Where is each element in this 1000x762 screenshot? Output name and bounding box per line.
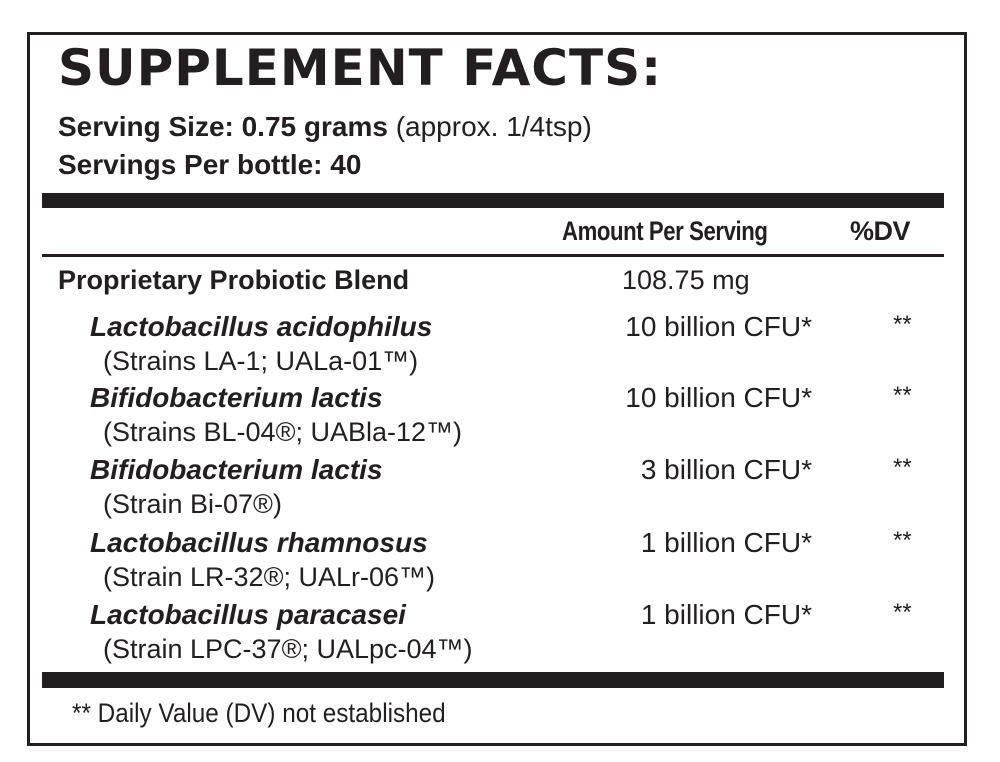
amount-value: 10 billion CFU* [625, 382, 812, 413]
species-name: Bifidobacterium lactis [90, 454, 383, 485]
species-name: Lactobacillus paracasei [90, 599, 406, 630]
dv-value: ** [893, 599, 912, 626]
servings-per-bottle-text: Servings Per bottle: 40 [58, 149, 362, 180]
supplement-facts-panel [27, 32, 967, 746]
amount-value: 10 billion CFU* [625, 311, 812, 342]
amount-value: 1 billion CFU* [640, 599, 812, 630]
footnote-dv: ** Daily Value (DV) not established [72, 698, 446, 728]
strain-info: (Strains BL-04®; UABla-12™) [103, 417, 463, 447]
strain-info: (Strain LPC-37®; UALpc-04™) [103, 634, 473, 664]
ingredient-row: Lactobacillus acidophilus (Strains LA-1;… [0, 310, 1000, 382]
ingredient-row: Bifidobacterium lactis (Strains BL-04®; … [0, 381, 1000, 453]
serving-info: Serving Size: 0.75 grams (approx. 1/4tsp… [58, 108, 592, 184]
serving-size-note: (approx. 1/4tsp) [387, 111, 592, 142]
header-amount-per-serving: Amount Per Serving [562, 216, 768, 246]
serving-size-line: Serving Size: 0.75 grams (approx. 1/4tsp… [58, 108, 592, 146]
ingredient-row: Lactobacillus rhamnosus (Strain LR-32®; … [0, 526, 1000, 598]
label-title: SUPPLEMENT FACTS: [58, 39, 663, 97]
species-name: Lactobacillus rhamnosus [90, 527, 428, 558]
divider-thick-top [42, 193, 944, 208]
blend-name: Proprietary Probiotic Blend [58, 265, 410, 295]
species-name: Bifidobacterium lactis [90, 382, 383, 413]
species-name: Lactobacillus acidophilus [90, 311, 433, 342]
dv-value: ** [893, 382, 912, 409]
servings-per-bottle: Servings Per bottle: 40 [58, 146, 592, 184]
header-dv: %DV [850, 216, 911, 246]
amount-value: 3 billion CFU* [640, 454, 812, 485]
strain-info: (Strain LR-32®; UALr-06™) [103, 562, 435, 592]
divider-thick-bottom [42, 672, 944, 688]
dv-value: ** [893, 311, 912, 338]
dv-value: ** [893, 527, 912, 554]
divider-thin [42, 254, 944, 257]
ingredient-row: Bifidobacterium lactis (Strain Bi-07®) 3… [0, 453, 1000, 525]
amount-value: 1 billion CFU* [640, 527, 812, 558]
blend-amount: 108.75 mg [622, 265, 750, 295]
dv-value: ** [893, 454, 912, 481]
strain-info: (Strains LA-1; UALa-01™) [103, 346, 419, 376]
strain-info: (Strain Bi-07®) [103, 489, 282, 519]
ingredient-row: Lactobacillus paracasei (Strain LPC-37®;… [0, 598, 1000, 670]
serving-size-label: Serving Size: 0.75 grams [58, 111, 388, 142]
